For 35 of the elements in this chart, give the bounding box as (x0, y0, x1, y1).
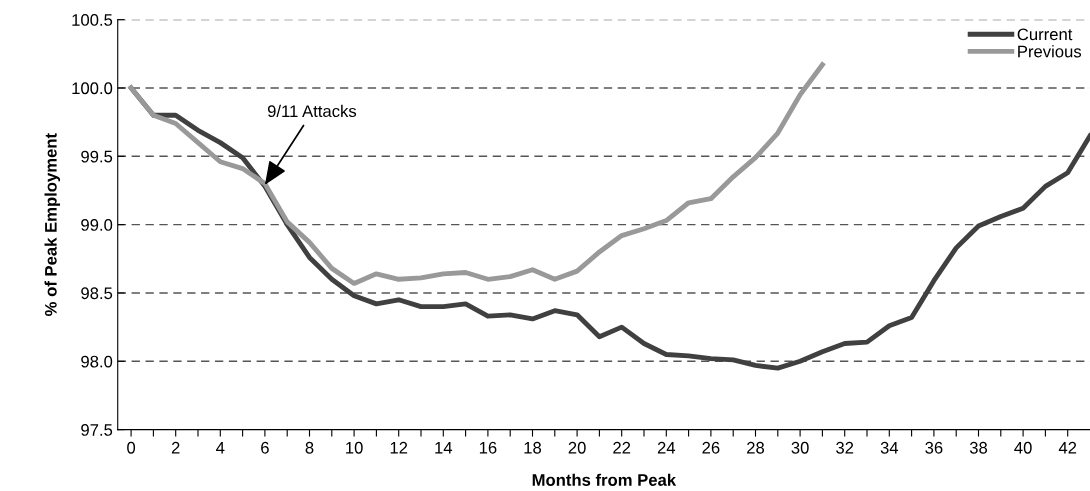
x-tick-label: 10 (346, 441, 363, 454)
x-tick-label: 16 (479, 441, 497, 454)
x-tick-label: 42 (1058, 441, 1077, 454)
x-tick-label: 36 (925, 441, 943, 454)
y-axis-title: % of Peak Employment (44, 133, 61, 316)
line-series (128, 62, 825, 286)
x-tick-label: 0 (127, 441, 136, 454)
x-tick-label: 34 (880, 441, 899, 454)
y-tick-label: 100.5 (72, 14, 113, 26)
x-tick-label: 14 (435, 442, 453, 454)
x-tick-label: 12 (390, 441, 408, 454)
y-tick-label: 99.5 (81, 150, 113, 163)
x-tick-label: 6 (261, 441, 269, 454)
x-tick-label: 28 (747, 441, 765, 454)
x-tick-label: 26 (702, 441, 720, 454)
x-tick-label: 24 (657, 441, 676, 454)
legend-label: Current (1017, 28, 1073, 41)
y-tick-label: 99.0 (81, 219, 113, 231)
x-tick-label: 18 (524, 441, 542, 454)
x-tick-label: 32 (836, 441, 854, 454)
x-tick-label: 20 (568, 441, 586, 454)
x-axis-title: Months from Peak (532, 473, 677, 486)
x-tick-label: 4 (216, 442, 225, 454)
x-tick-label: 22 (613, 441, 631, 454)
x-tick-label: 2 (171, 441, 180, 454)
x-tick-label: 30 (791, 441, 809, 454)
x-tick-label: 38 (969, 441, 988, 454)
x-tick-label: 40 (1014, 441, 1032, 454)
annotation: 9/11 Attacks (267, 104, 357, 118)
y-tick-label: 97.5 (81, 424, 113, 436)
y-tick-label: 100.0 (72, 82, 113, 95)
y-tick-label: 98.5 (81, 287, 113, 300)
legend-label: Previous (1018, 45, 1082, 58)
x-tick-label: 8 (305, 441, 314, 454)
y-tick-label: 98.0 (81, 355, 113, 368)
